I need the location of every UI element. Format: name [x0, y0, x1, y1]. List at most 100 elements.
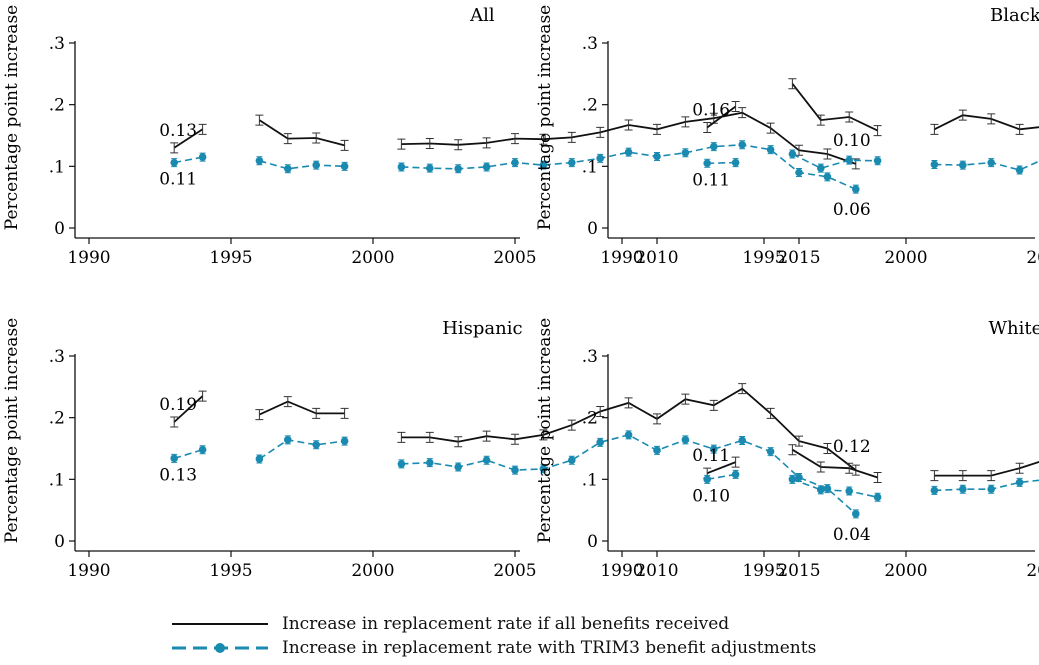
point-trim3 — [653, 446, 661, 455]
y-tick-label: .1 — [582, 470, 598, 490]
x-tick-label: 2010 — [635, 561, 678, 581]
series-line-trim3 — [174, 156, 203, 164]
error-bar-all-benefits — [731, 101, 740, 113]
error-bar-all-benefits — [283, 396, 292, 408]
x-tick-label: 1990 — [67, 561, 110, 581]
x-tick-label: 2000 — [351, 561, 394, 581]
error-bar-all-benefits — [539, 133, 548, 145]
x-tick-label: 2000 — [884, 248, 927, 268]
point-trim3 — [482, 163, 491, 171]
data-label: 0.16 — [692, 100, 730, 120]
x-tick-label: 2005 — [1026, 561, 1039, 581]
legend-label-trim3: Increase in replacement rate with TRIM3 … — [282, 638, 817, 658]
point-trim3 — [653, 152, 661, 161]
error-bar-all-benefits — [795, 435, 803, 447]
data-label: 0.10 — [692, 486, 730, 506]
legend-item-trim3: Increase in replacement rate with TRIM3 … — [170, 636, 816, 660]
series-line-all-benefits — [173, 395, 204, 423]
series-line-all-benefits — [173, 128, 204, 149]
point-trim3 — [681, 148, 690, 157]
point-trim3 — [624, 148, 633, 156]
point-trim3 — [930, 486, 939, 495]
data-label: 0.13 — [159, 465, 197, 485]
point-trim3 — [454, 165, 463, 173]
error-bar-all-benefits — [1015, 462, 1024, 474]
error-bar-all-benefits — [816, 461, 825, 473]
y-tick-label: .3 — [49, 34, 65, 54]
error-bar-all-benefits — [340, 139, 349, 151]
error-bar-all-benefits — [283, 133, 292, 145]
point-trim3 — [596, 154, 604, 163]
point-trim3 — [539, 465, 548, 473]
y-tick-label: .1 — [49, 470, 65, 490]
data-label: 0.04 — [833, 525, 871, 545]
error-bar-all-benefits — [987, 470, 996, 482]
error-bar-all-benefits — [425, 138, 434, 150]
point-trim3 — [312, 161, 321, 169]
y-axis-label: Percentage point increase — [2, 5, 22, 230]
series-line-trim3 — [707, 473, 736, 481]
legend: Increase in replacement rate if all bene… — [170, 612, 930, 662]
x-tick-label: 1990 — [600, 561, 643, 581]
series-line-trim3 — [401, 434, 857, 515]
point-trim3 — [817, 486, 825, 494]
y-axis-label: Percentage point increase — [535, 318, 555, 543]
point-trim3 — [312, 441, 321, 449]
error-bar-all-benefits — [823, 148, 832, 160]
error-bar-all-benefits — [653, 413, 661, 425]
panel-title: All — [469, 5, 495, 26]
error-bar-all-benefits — [845, 111, 854, 123]
series-line-all-benefits — [933, 114, 1039, 131]
point-trim3 — [284, 165, 292, 173]
point-trim3 — [873, 156, 882, 165]
point-trim3 — [340, 162, 349, 171]
data-label: 0.11 — [692, 446, 730, 466]
legend-solid-line-icon — [172, 623, 268, 625]
series-line-trim3 — [792, 478, 878, 498]
error-bar-all-benefits — [653, 123, 661, 135]
series-line-all-benefits — [706, 105, 737, 129]
x-tick-label: 1990 — [67, 248, 110, 268]
error-bar-all-benefits — [596, 406, 605, 417]
series-line-all-benefits — [791, 83, 878, 132]
point-trim3 — [959, 161, 967, 169]
point-trim3 — [397, 163, 406, 171]
data-label: 0.19 — [159, 395, 197, 415]
point-trim3 — [340, 437, 349, 445]
point-trim3 — [397, 460, 406, 468]
data-label: 0.11 — [159, 170, 197, 190]
error-bar-all-benefits — [987, 113, 996, 125]
point-trim3 — [845, 487, 853, 495]
point-trim3 — [930, 160, 939, 169]
point-trim3 — [255, 156, 264, 165]
error-bar-all-benefits — [511, 433, 519, 445]
y-axis-label: Percentage point increase — [535, 5, 555, 230]
data-label: 0.10 — [833, 131, 871, 151]
error-bar-all-benefits — [170, 416, 179, 428]
error-bar-all-benefits — [596, 126, 605, 138]
point-trim3 — [731, 470, 740, 479]
y-tick-label: .2 — [582, 96, 598, 116]
point-trim3 — [539, 161, 548, 169]
x-tick-label: 2010 — [635, 248, 678, 268]
point-trim3 — [511, 466, 519, 474]
error-bar-all-benefits — [624, 397, 633, 409]
error-bar-all-benefits — [731, 456, 740, 468]
point-trim3 — [795, 168, 803, 177]
data-label: 0.13 — [159, 121, 197, 141]
point-trim3 — [852, 185, 860, 193]
error-bar-all-benefits — [539, 429, 548, 441]
point-trim3 — [710, 445, 718, 453]
point-trim3 — [817, 164, 825, 172]
error-bar-all-benefits — [397, 138, 406, 150]
y-tick-label: 0 — [587, 219, 598, 239]
series-line-trim3 — [792, 153, 878, 170]
x-tick-label: 1995 — [742, 561, 785, 581]
error-bar-all-benefits — [766, 122, 775, 134]
y-tick-label: 0 — [54, 532, 65, 552]
point-trim3 — [845, 156, 853, 164]
point-trim3 — [852, 510, 860, 518]
error-bar-all-benefits — [511, 133, 519, 145]
y-tick-label: 0 — [587, 532, 598, 552]
point-trim3 — [795, 473, 803, 482]
